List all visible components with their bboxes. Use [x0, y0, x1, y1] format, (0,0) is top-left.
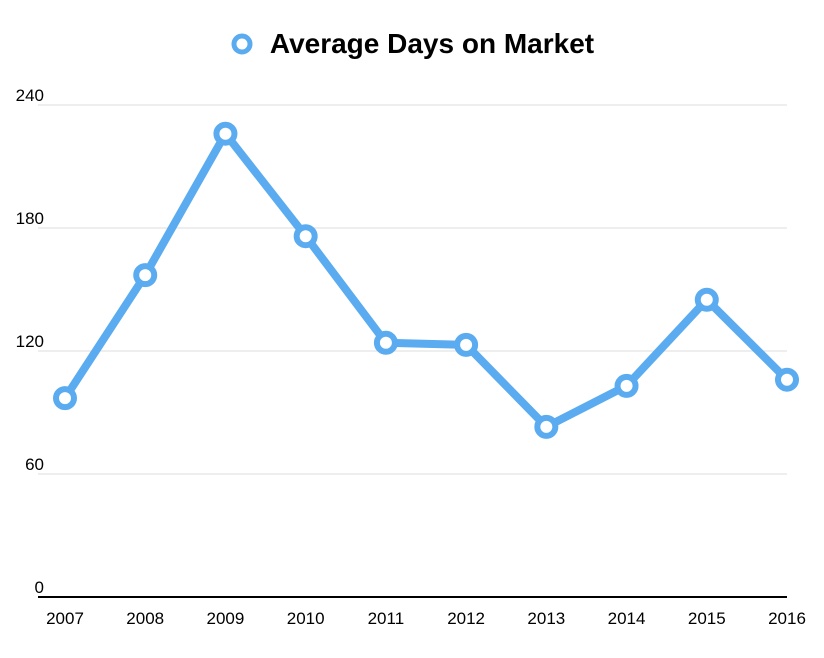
y-tick-label: 240: [16, 86, 44, 105]
x-tick-label: 2010: [287, 609, 325, 628]
x-tick-label: 2016: [768, 609, 806, 628]
data-point: [293, 224, 318, 249]
data-point: [133, 263, 158, 288]
legend-marker-icon: [231, 33, 253, 55]
series-markers: [53, 121, 799, 439]
gridlines: [38, 104, 787, 475]
y-axis-ticks: 0 60 120 180 240: [16, 86, 44, 597]
data-point: [213, 121, 238, 146]
x-tick-label: 2015: [688, 609, 726, 628]
x-tick-label: 2009: [207, 609, 245, 628]
y-tick-label: 120: [16, 332, 44, 351]
data-point: [534, 414, 559, 439]
data-point: [53, 386, 77, 411]
x-tick-label: 2014: [608, 609, 646, 628]
x-tick-label: 2011: [368, 609, 405, 628]
data-point: [454, 332, 479, 357]
x-tick-label: 2012: [447, 609, 485, 628]
y-tick-label: 0: [35, 578, 44, 597]
x-tick-label: 2013: [527, 609, 565, 628]
x-axis-ticks: 2007 2008 2009 2010 2011 2012 2013 2014 2015 2016: [46, 609, 806, 628]
y-tick-label: 60: [25, 455, 44, 474]
x-tick-label: 2008: [126, 609, 164, 628]
legend-label: Average Days on Market: [269, 28, 595, 59]
data-point: [373, 330, 398, 355]
y-tick-label: 180: [16, 209, 44, 228]
data-point: [694, 287, 719, 312]
data-point: [775, 367, 799, 392]
series-line: [61, 129, 791, 431]
data-point: [614, 373, 639, 398]
legend: Average Days on Market: [0, 28, 824, 68]
x-tick-label: 2007: [46, 609, 84, 628]
